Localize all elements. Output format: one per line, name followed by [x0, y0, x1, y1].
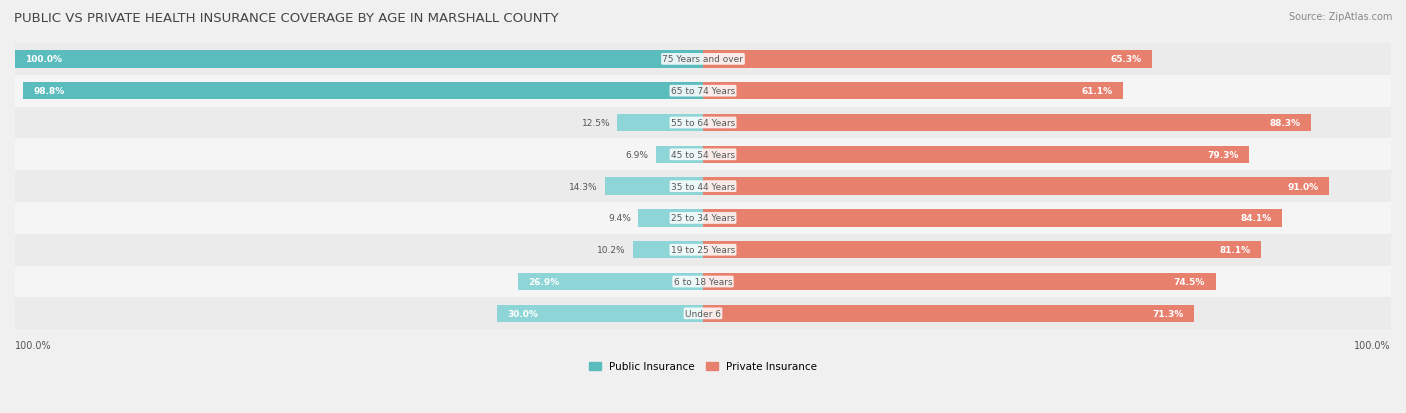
- Text: 45 to 54 Years: 45 to 54 Years: [671, 150, 735, 159]
- Bar: [703, 178, 1329, 195]
- Text: 91.0%: 91.0%: [1288, 182, 1319, 191]
- Text: 75 Years and over: 75 Years and over: [662, 55, 744, 64]
- Text: 74.5%: 74.5%: [1174, 278, 1205, 286]
- Text: 81.1%: 81.1%: [1219, 246, 1251, 255]
- Text: 25 to 34 Years: 25 to 34 Years: [671, 214, 735, 223]
- Bar: [638, 210, 703, 227]
- Text: 61.1%: 61.1%: [1083, 87, 1114, 96]
- Text: 65 to 74 Years: 65 to 74 Years: [671, 87, 735, 96]
- Bar: [633, 242, 703, 259]
- Text: 35 to 44 Years: 35 to 44 Years: [671, 182, 735, 191]
- Bar: [655, 146, 703, 164]
- Bar: [703, 210, 1282, 227]
- Text: 6 to 18 Years: 6 to 18 Years: [673, 278, 733, 286]
- Bar: [496, 305, 703, 322]
- Bar: [617, 114, 703, 132]
- Text: 9.4%: 9.4%: [609, 214, 631, 223]
- Bar: [15, 266, 1391, 298]
- Text: 65.3%: 65.3%: [1111, 55, 1142, 64]
- Text: 100.0%: 100.0%: [25, 55, 62, 64]
- Text: 6 to 18 Years: 6 to 18 Years: [673, 278, 733, 286]
- Text: 30.0%: 30.0%: [508, 309, 538, 318]
- Legend: Public Insurance, Private Insurance: Public Insurance, Private Insurance: [585, 357, 821, 376]
- Text: 6.9%: 6.9%: [626, 150, 648, 159]
- Bar: [703, 146, 1249, 164]
- Bar: [15, 44, 1391, 76]
- Text: 35 to 44 Years: 35 to 44 Years: [671, 182, 735, 191]
- Bar: [703, 114, 1310, 132]
- Bar: [703, 305, 1194, 322]
- Bar: [15, 171, 1391, 202]
- Bar: [15, 107, 1391, 139]
- Bar: [15, 51, 703, 69]
- Text: 88.3%: 88.3%: [1270, 119, 1301, 128]
- Text: Source: ZipAtlas.com: Source: ZipAtlas.com: [1288, 12, 1392, 22]
- Bar: [703, 51, 1153, 69]
- Text: 100.0%: 100.0%: [15, 341, 52, 351]
- Text: 55 to 64 Years: 55 to 64 Years: [671, 119, 735, 128]
- Text: 79.3%: 79.3%: [1206, 150, 1239, 159]
- Text: 71.3%: 71.3%: [1152, 309, 1184, 318]
- Text: 19 to 25 Years: 19 to 25 Years: [671, 246, 735, 255]
- Text: 10.2%: 10.2%: [598, 246, 626, 255]
- Bar: [703, 83, 1123, 100]
- Bar: [517, 273, 703, 291]
- Text: 14.3%: 14.3%: [569, 182, 598, 191]
- Text: 75 Years and over: 75 Years and over: [662, 55, 744, 64]
- Text: 55 to 64 Years: 55 to 64 Years: [671, 119, 735, 128]
- Bar: [15, 76, 1391, 107]
- Text: Under 6: Under 6: [685, 309, 721, 318]
- Text: 100.0%: 100.0%: [1354, 341, 1391, 351]
- Bar: [15, 202, 1391, 234]
- Bar: [15, 139, 1391, 171]
- Bar: [703, 242, 1261, 259]
- Text: 19 to 25 Years: 19 to 25 Years: [671, 246, 735, 255]
- Bar: [24, 83, 703, 100]
- Text: PUBLIC VS PRIVATE HEALTH INSURANCE COVERAGE BY AGE IN MARSHALL COUNTY: PUBLIC VS PRIVATE HEALTH INSURANCE COVER…: [14, 12, 558, 25]
- Text: 25 to 34 Years: 25 to 34 Years: [671, 214, 735, 223]
- Text: 45 to 54 Years: 45 to 54 Years: [671, 150, 735, 159]
- Bar: [15, 234, 1391, 266]
- Text: 26.9%: 26.9%: [529, 278, 560, 286]
- Text: Under 6: Under 6: [685, 309, 721, 318]
- Text: 12.5%: 12.5%: [582, 119, 610, 128]
- Text: 98.8%: 98.8%: [34, 87, 65, 96]
- Text: 65 to 74 Years: 65 to 74 Years: [671, 87, 735, 96]
- Text: 84.1%: 84.1%: [1240, 214, 1271, 223]
- Bar: [703, 273, 1216, 291]
- Bar: [605, 178, 703, 195]
- Bar: [15, 298, 1391, 330]
